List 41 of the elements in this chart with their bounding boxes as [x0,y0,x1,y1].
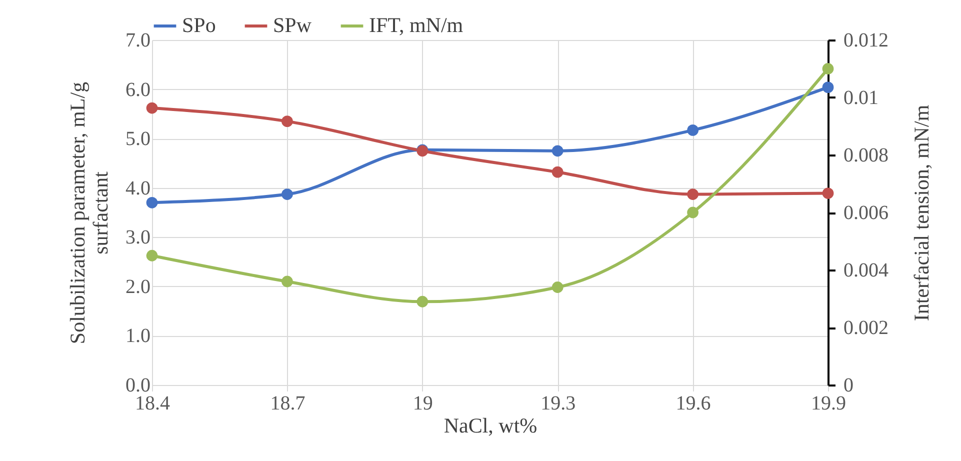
x-tick-label: 19.6 [676,392,711,414]
legend-label: IFT, mN/m [369,13,464,37]
y-tick-label: 3.0 [126,226,150,249]
y2-tick-label: 0.002 [844,317,888,339]
y-tick-label: 6.0 [126,78,150,101]
x-tick-label: 19 [412,392,433,414]
point [687,124,698,136]
x-tick-label: 19.3 [540,392,576,414]
point [552,282,564,293]
point [146,196,158,208]
point [822,63,834,74]
point [416,296,428,308]
point [282,276,293,288]
point [552,145,564,157]
point [822,82,834,94]
y2-tick-label: 0.01 [844,87,878,109]
y2-tick-label: 0.006 [844,202,888,224]
legend-label: SPw [273,13,312,37]
point [146,102,158,114]
point [687,188,698,200]
y2-axis-title: Interfacial tension, mN/m [910,104,934,322]
point [552,166,564,178]
y-tick-label: 5.0 [126,128,150,150]
point [282,116,293,128]
y2-tick-label: 0.012 [844,30,888,52]
x-tick-label: 18.7 [270,392,306,414]
y-tick-label: 1.0 [126,325,150,348]
point [282,188,293,200]
legend-label: SPo [182,13,216,37]
point [687,206,698,218]
y-axis-title: Solubilization parameter, mL/g surfactant [66,81,112,344]
x-tick-label: 19.9 [811,392,846,414]
y2-tick-label: 0 [844,374,854,396]
point [822,188,834,199]
y-tick-label: 7.0 [126,30,150,52]
y-tick-label: 4.0 [126,177,150,200]
y2-tick-label: 0.004 [844,260,888,282]
x-axis-title: NaCl, wt% [444,414,538,438]
y-tick-label: 2.0 [126,276,150,298]
y2-tick-label: 0.008 [844,144,888,166]
point [146,250,158,262]
